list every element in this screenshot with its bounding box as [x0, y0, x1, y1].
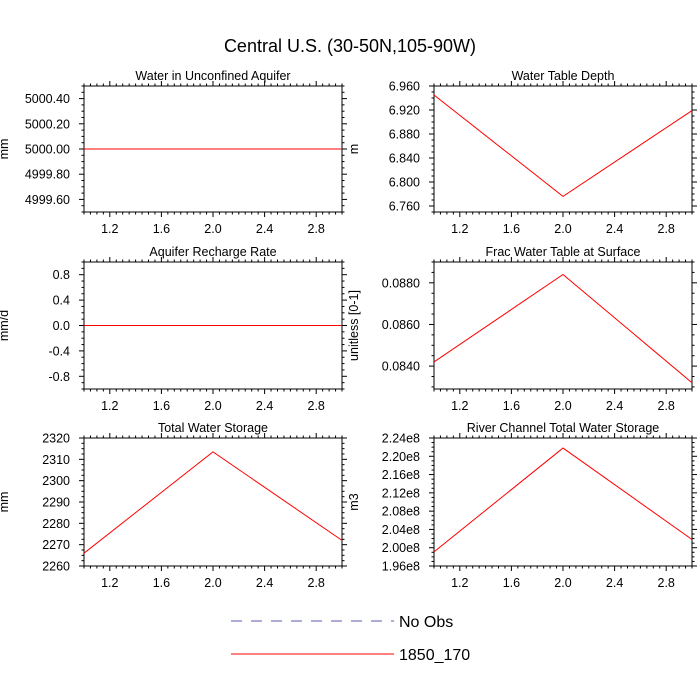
- y-axis-label: m3: [347, 493, 361, 510]
- y-tick-label: 5000.00: [25, 143, 70, 157]
- figure-title: Central U.S. (30-50N,105-90W): [224, 36, 476, 56]
- y-tick-label: 2.12e8: [382, 486, 420, 500]
- legend-label-1850-170: 1850_170: [399, 647, 470, 664]
- panel-title: Water Table Depth: [512, 69, 615, 83]
- x-tick-label: 2.8: [308, 576, 325, 590]
- y-tick-label: -0.4: [48, 344, 70, 358]
- x-tick-label: 2.0: [554, 576, 571, 590]
- x-tick-label: 1.2: [101, 399, 118, 413]
- plot-frame: [83, 437, 343, 567]
- panel-title: River Channel Total Water Storage: [467, 421, 660, 435]
- y-tick-label: 5000.20: [25, 117, 70, 131]
- y-tick-label: 2280: [42, 517, 70, 531]
- x-tick-label: 2.4: [256, 576, 273, 590]
- y-tick-label: 0.4: [53, 294, 70, 308]
- panel-water-in-unconfined-aquifer: Water in Unconfined Aquifer mm 1.2 1.6 2.0 2.…: [0, 69, 347, 236]
- y-tick-label: 0.0880: [382, 276, 420, 290]
- y-tick-label: 2290: [42, 496, 70, 510]
- plot-frame: [433, 85, 693, 213]
- y-tick-label: 0.8: [53, 268, 70, 282]
- y-axis-label: unitless [0-1]: [347, 290, 361, 361]
- panel-title: Frac Water Table at Surface: [486, 245, 641, 259]
- y-tick-label: 6.880: [389, 128, 420, 142]
- y-axis-label: mm/d: [0, 310, 11, 341]
- panel-water-table-depth: Water Table Depth m 1.2 1.6 2.0 2.4 2.8 6.760 6.…: [347, 69, 697, 236]
- y-tick-label: 4999.80: [25, 168, 70, 182]
- y-tick-label: 6.920: [389, 104, 420, 118]
- legend-label-no-obs: No Obs: [399, 614, 453, 631]
- plot-frame: [433, 437, 693, 567]
- x-tick-label: 2.4: [606, 576, 623, 590]
- x-tick-label: 2.0: [554, 399, 571, 413]
- x-tick-label: 1.6: [153, 222, 170, 236]
- x-tick-label: 1.6: [503, 576, 520, 590]
- y-tick-label: 6.840: [389, 152, 420, 166]
- x-tick-label: 1.6: [503, 222, 520, 236]
- y-tick-label: -0.8: [48, 370, 70, 384]
- x-tick-label: 2.8: [658, 399, 675, 413]
- panels-group: Water in Unconfined Aquifer mm 1.2 1.6 2.0 2.…: [0, 69, 697, 590]
- series-line-1850-170: [433, 94, 693, 198]
- panel-river-channel-total-water-storage: River Channel Total Water Storage m3 1.2 1.…: [347, 421, 697, 590]
- panel-frac-water-table-at-surface: Frac Water Table at Surface unitless [0-1…: [347, 245, 697, 413]
- y-tick-label: 0.0840: [382, 360, 420, 374]
- x-tick-label: 2.8: [308, 222, 325, 236]
- y-tick-label: 6.960: [389, 80, 420, 94]
- y-tick-label: 2.24e8: [382, 432, 420, 446]
- y-tick-label: 1.96e8: [382, 560, 420, 574]
- y-tick-label: 2.20e8: [382, 450, 420, 464]
- y-tick-label: 2260: [42, 560, 70, 574]
- panel-title: Total Water Storage: [158, 421, 268, 435]
- x-tick-label: 2.4: [606, 222, 623, 236]
- y-tick-label: 2310: [42, 453, 70, 467]
- x-tick-label: 1.6: [153, 399, 170, 413]
- panel-title: Water in Unconfined Aquifer: [135, 69, 290, 83]
- x-tick-label: 2.4: [256, 222, 273, 236]
- y-tick-label: 0.0: [53, 319, 70, 333]
- y-tick-label: 2270: [42, 538, 70, 552]
- y-tick-label: 2300: [42, 474, 70, 488]
- legend: No Obs 1850_170: [231, 614, 470, 664]
- y-tick-label: 6.800: [389, 176, 420, 190]
- panel-total-water-storage: Total Water Storage mm 1.2 1.6 2.0 2.4 2.8 2260…: [0, 421, 347, 590]
- x-tick-label: 1.2: [451, 399, 468, 413]
- y-tick-label: 2.16e8: [382, 468, 420, 482]
- panel-title: Aquifer Recharge Rate: [149, 245, 276, 259]
- y-axis-label: mm: [0, 492, 11, 513]
- series-line-1850-170: [83, 451, 343, 554]
- y-tick-label: 4999.60: [25, 193, 70, 207]
- y-tick-label: 2.08e8: [382, 505, 420, 519]
- series-line-1850-170: [433, 273, 693, 384]
- x-tick-label: 2.4: [606, 399, 623, 413]
- x-tick-label: 2.0: [204, 222, 221, 236]
- y-axis-label: mm: [0, 139, 11, 160]
- x-tick-label: 1.2: [451, 576, 468, 590]
- x-tick-label: 2.8: [658, 222, 675, 236]
- x-tick-label: 1.6: [153, 576, 170, 590]
- x-tick-label: 2.0: [204, 576, 221, 590]
- x-tick-label: 2.8: [658, 576, 675, 590]
- y-tick-label: 2.00e8: [382, 541, 420, 555]
- y-tick-label: 6.760: [389, 200, 420, 214]
- y-tick-label: 2.04e8: [382, 523, 420, 537]
- plot-frame: [433, 261, 693, 390]
- x-tick-label: 1.6: [503, 399, 520, 413]
- panel-aquifer-recharge-rate: Aquifer Recharge Rate mm/d 1.2 1.6 2.0 2.4 2.8…: [0, 245, 347, 413]
- y-tick-label: 0.0860: [382, 318, 420, 332]
- x-tick-label: 1.2: [451, 222, 468, 236]
- x-tick-label: 2.4: [256, 399, 273, 413]
- y-axis-label: m: [347, 144, 361, 154]
- y-tick-label: 5000.40: [25, 92, 70, 106]
- y-tick-label: 2320: [42, 432, 70, 446]
- x-tick-label: 1.2: [101, 222, 118, 236]
- x-tick-label: 2.0: [204, 399, 221, 413]
- x-tick-label: 1.2: [101, 576, 118, 590]
- series-line-1850-170: [433, 447, 693, 553]
- x-tick-label: 2.0: [554, 222, 571, 236]
- x-tick-label: 2.8: [308, 399, 325, 413]
